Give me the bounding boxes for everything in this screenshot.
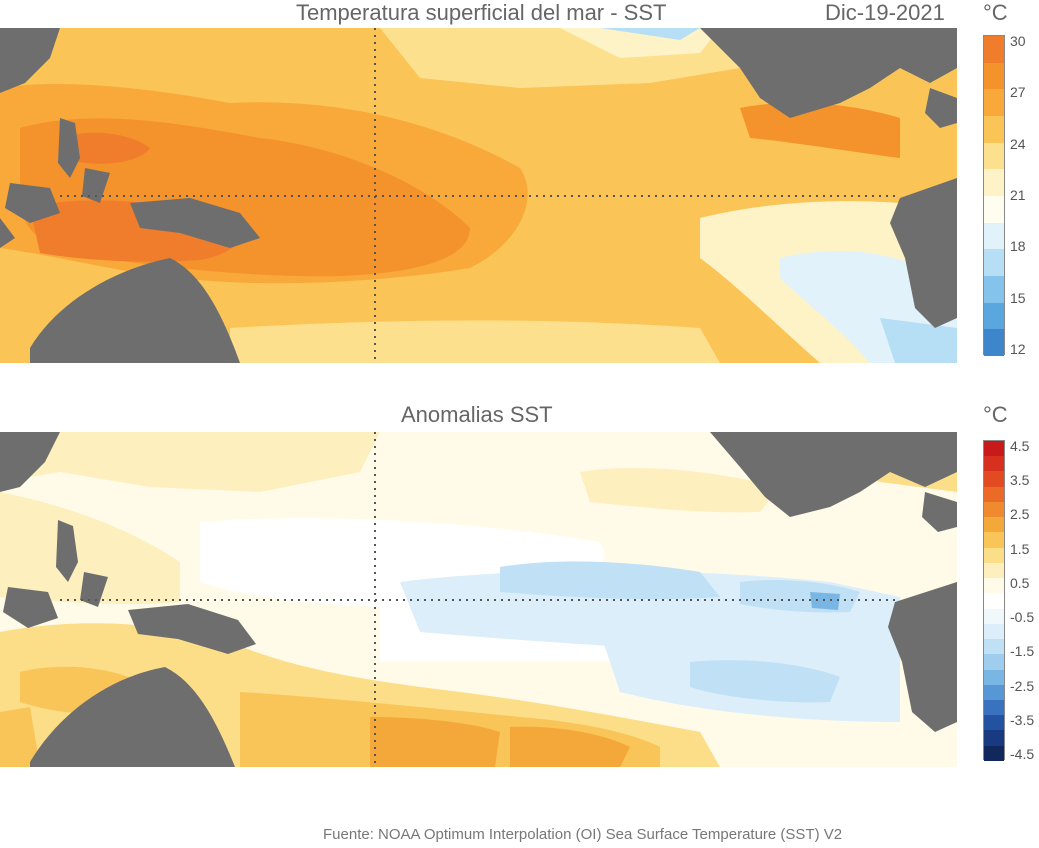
sst-map-title: Temperatura superficial del mar - SST xyxy=(296,0,667,25)
sst-colorbar-tick-label: 21 xyxy=(1010,187,1026,203)
anomaly-colorbar-swatch xyxy=(984,501,1004,518)
anomaly-colorbar xyxy=(983,440,1005,761)
sst-colorbar-swatch xyxy=(984,222,1004,250)
anomaly-colorbar-tick-label: -3.5 xyxy=(1010,711,1035,728)
anomaly-map-title: Anomalias SST xyxy=(401,402,553,427)
sst-colorbar-swatch xyxy=(984,89,1004,116)
anomaly-colorbar-unit: °C xyxy=(983,402,1008,427)
anomaly-colorbar-swatch xyxy=(984,517,1004,533)
sst-colorbar-swatch xyxy=(984,115,1004,143)
sst-colorbar-tick-label: 15 xyxy=(1010,289,1026,306)
anomaly-colorbar-tick-label: -0.5 xyxy=(1010,609,1035,626)
sst-colorbar-tick-label: 12 xyxy=(1010,341,1026,357)
sst-colorbar-swatch xyxy=(984,36,1004,63)
anomaly-colorbar-swatch xyxy=(984,699,1004,716)
anomaly-colorbar-tick-label: 4.5 xyxy=(1010,438,1030,454)
anomaly-colorbar-tick-label: -2.5 xyxy=(1010,677,1035,694)
source-footnote: Fuente: NOAA Optimum Interpolation (OI) … xyxy=(323,826,843,843)
anomaly-colorbar-swatch xyxy=(984,456,1004,472)
sst-colorbar-swatch xyxy=(984,329,1004,356)
anomaly-colorbar-tick-label: -1.5 xyxy=(1010,643,1035,660)
sst-colorbar-tick-label: 18 xyxy=(1010,238,1026,255)
anomaly-colorbar-swatch xyxy=(984,715,1004,731)
anomaly-colorbar-swatch xyxy=(984,593,1004,609)
sst-colorbar-tick-label: 30 xyxy=(1010,33,1026,49)
anomaly-colorbar-swatch xyxy=(984,608,1004,624)
anomaly-colorbar-swatch xyxy=(984,486,1004,502)
anomaly-colorbar-tick-label: 3.5 xyxy=(1010,472,1030,489)
sst-colorbar-swatch xyxy=(984,62,1004,90)
anomaly-colorbar-tick-label: -4.5 xyxy=(1010,746,1035,762)
sst-colorbar-tick-label: 27 xyxy=(1010,84,1026,101)
anomaly-colorbar-swatch xyxy=(984,745,1004,761)
sst-colorbar-unit: °C xyxy=(983,0,1008,25)
anomaly-colorbar-swatch xyxy=(984,639,1004,655)
anomaly-colorbar-tick-label: 1.5 xyxy=(1010,540,1030,557)
sst-colorbar-swatch xyxy=(984,249,1004,276)
sst-colorbar xyxy=(983,35,1005,356)
sst-map-date: Dic-19-2021 xyxy=(825,0,945,25)
sst-colorbar-swatch xyxy=(984,169,1004,196)
anomaly-colorbar-swatch xyxy=(984,547,1004,563)
anomaly-map xyxy=(0,432,957,767)
sst-colorbar-tick-label: 24 xyxy=(1010,135,1026,152)
sst-colorbar-swatch xyxy=(984,195,1004,223)
sst-colorbar-swatch xyxy=(984,142,1004,170)
anomaly-colorbar-swatch xyxy=(984,471,1004,487)
sst-colorbar-swatch xyxy=(984,275,1004,303)
anomaly-colorbar-swatch xyxy=(984,578,1004,594)
anomaly-colorbar-swatch xyxy=(984,562,1004,579)
anomaly-colorbar-swatch xyxy=(984,684,1004,700)
anomaly-colorbar-swatch xyxy=(984,669,1004,685)
anomaly-colorbar-swatch xyxy=(984,441,1004,457)
anomaly-colorbar-swatch xyxy=(984,654,1004,670)
anomaly-colorbar-swatch xyxy=(984,532,1004,548)
anomaly-colorbar-tick-label: 0.5 xyxy=(1010,574,1030,591)
anomaly-colorbar-swatch xyxy=(984,623,1004,640)
anomaly-colorbar-tick-label: 2.5 xyxy=(1010,506,1030,523)
sst-map xyxy=(0,28,957,363)
sst-colorbar-swatch xyxy=(984,302,1004,330)
anomaly-colorbar-swatch xyxy=(984,730,1004,746)
